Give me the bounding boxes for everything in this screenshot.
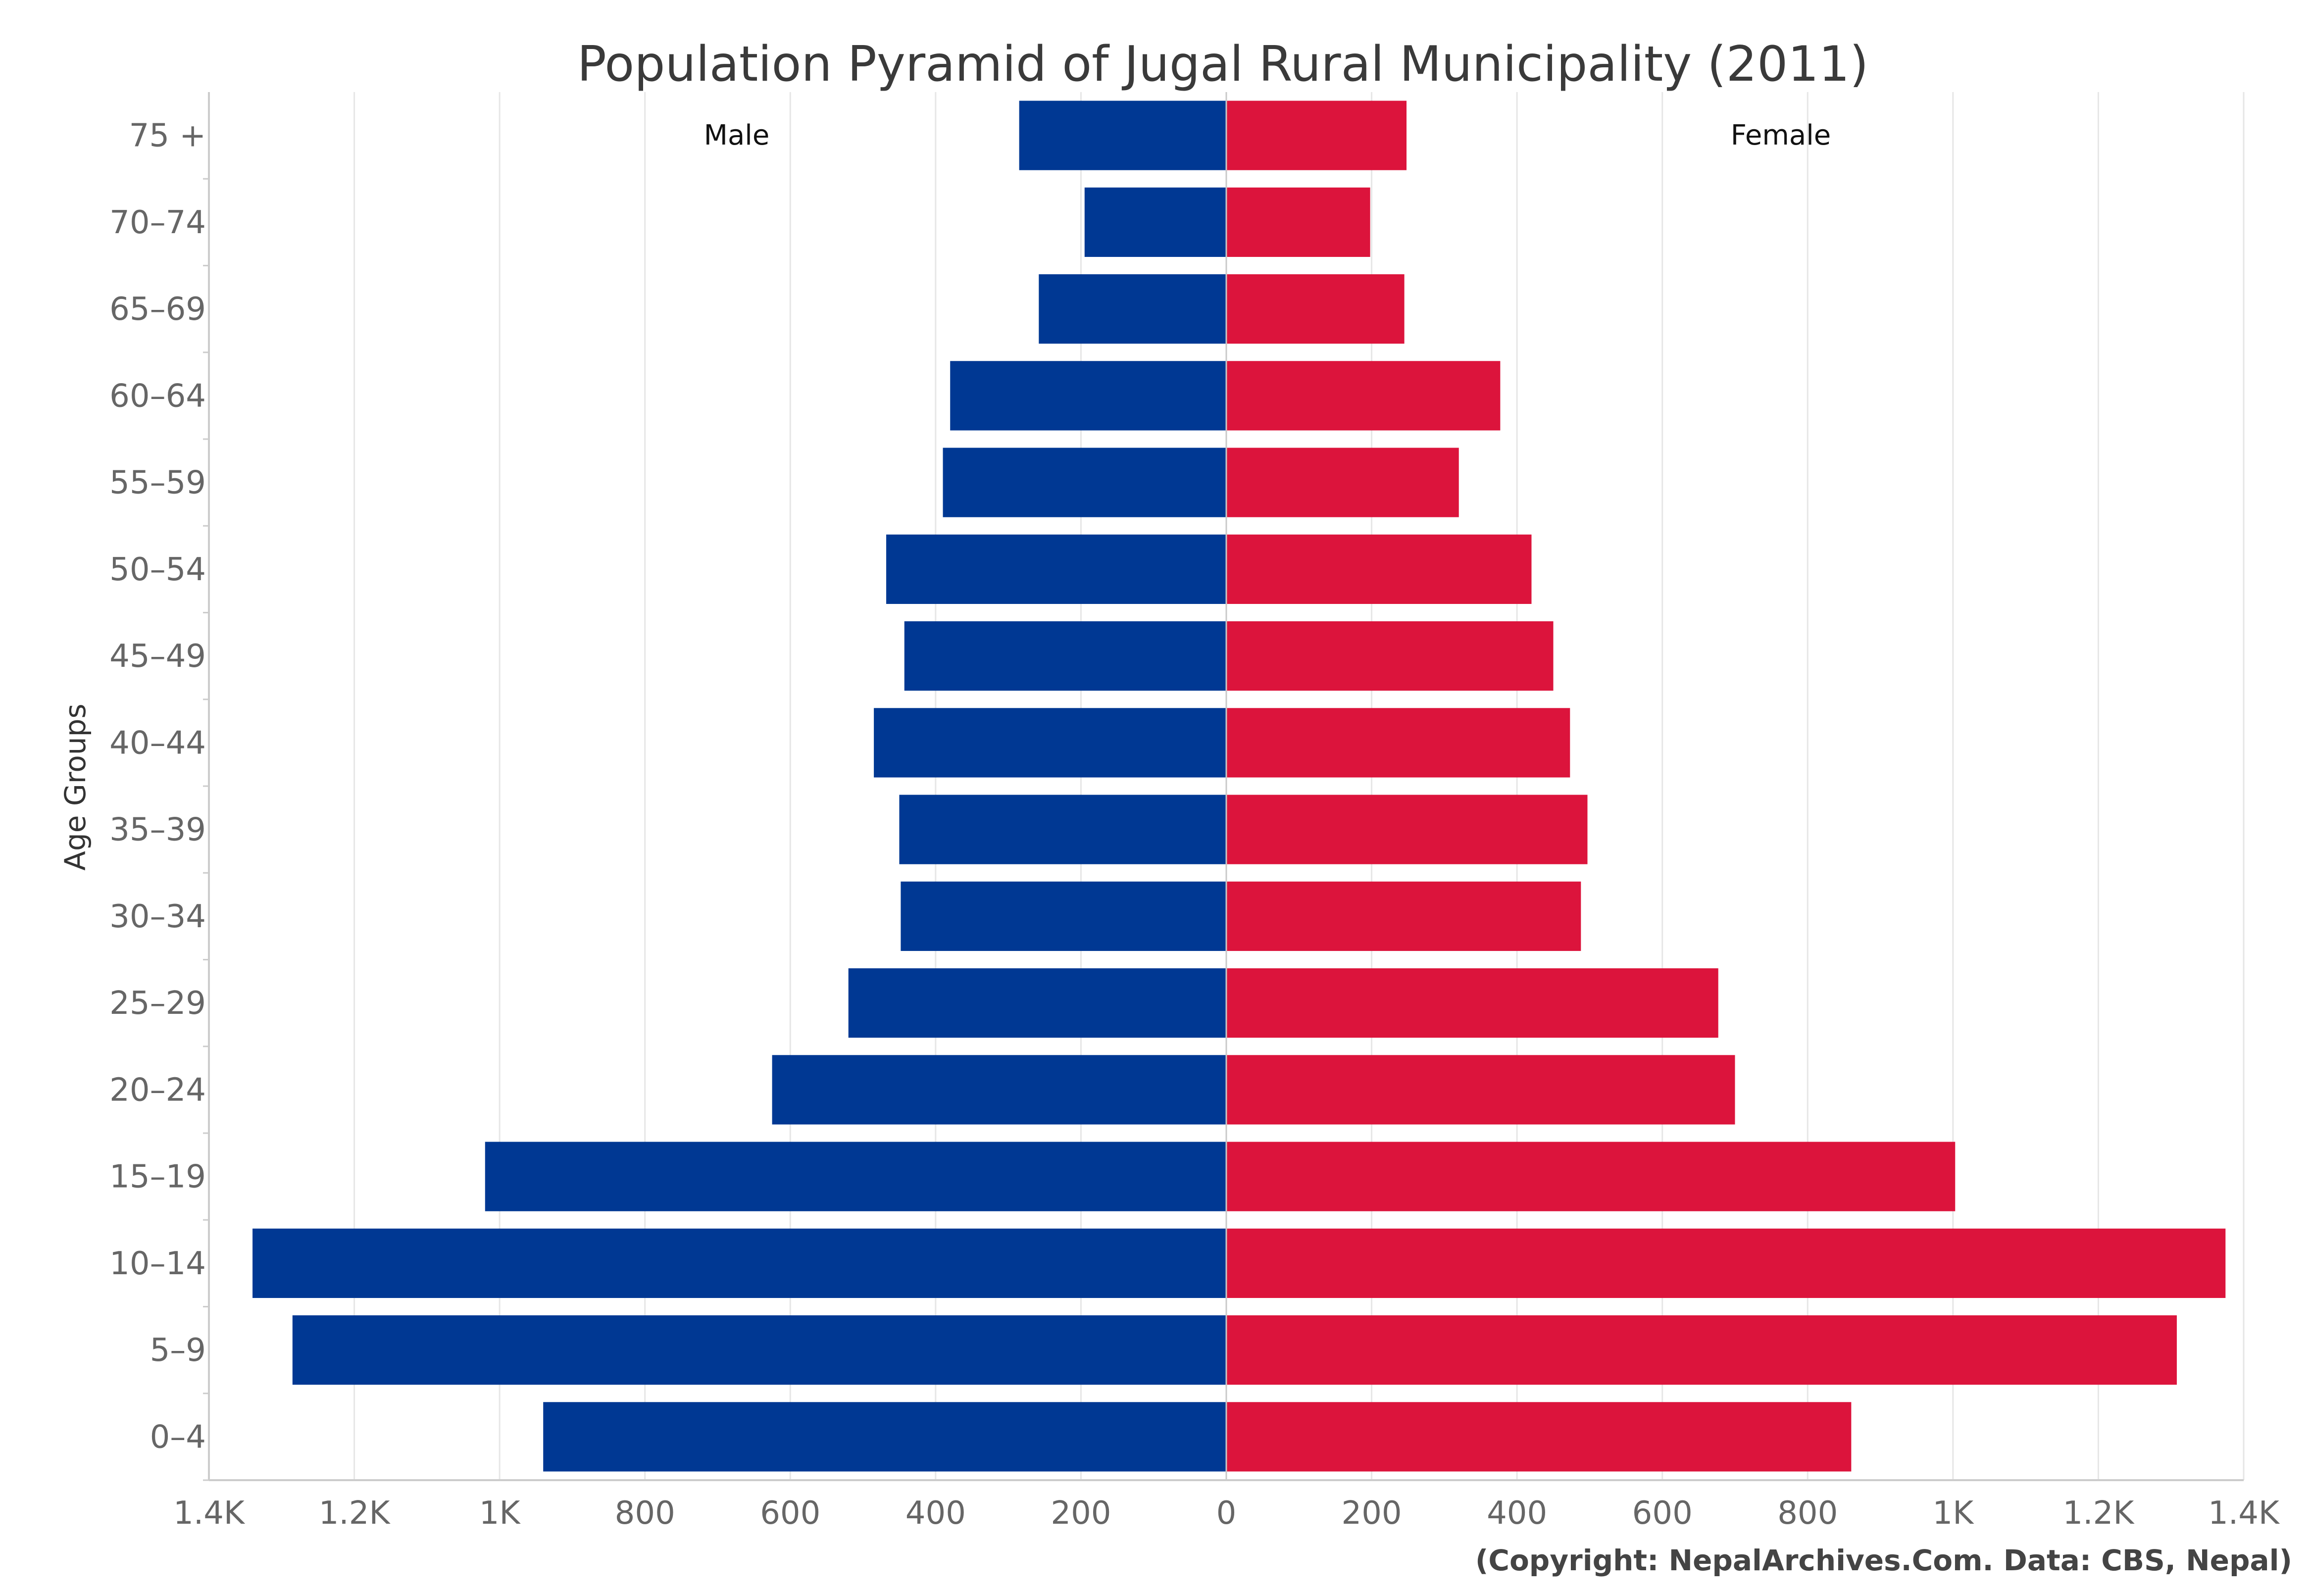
bar-female-60-64: [1226, 361, 1501, 431]
bar-male-45-49: [904, 621, 1226, 691]
y-tick-label: 45–49: [109, 638, 206, 675]
chart-credit: (Copyright: NepalArchives.Com. Data: CBS…: [1475, 1544, 2292, 1577]
y-tick-label: 0–4: [150, 1419, 206, 1455]
bar-male-50-54: [886, 534, 1226, 604]
y-tick-label: 20–24: [109, 1072, 206, 1108]
y-tick-label: 70–74: [109, 204, 206, 241]
bar-male-40-44: [874, 708, 1226, 778]
bar-female-35-39: [1226, 795, 1588, 864]
y-tick-label: 55–59: [109, 465, 206, 501]
bar-male-75 +: [1019, 100, 1226, 170]
y-tick-label: 35–39: [109, 812, 206, 848]
x-tick-label: 1K: [1933, 1495, 1975, 1532]
bar-female-65-69: [1226, 274, 1405, 344]
bar-male-35-39: [899, 795, 1226, 864]
bar-male-25-29: [848, 968, 1226, 1038]
y-tick-label: 30–34: [109, 898, 206, 935]
y-tick-label: 5–9: [150, 1332, 206, 1369]
bar-male-15-19: [485, 1142, 1227, 1211]
y-tick-label: 60–64: [109, 378, 206, 414]
x-tick-label: 400: [1487, 1495, 1547, 1532]
bar-female-30-34: [1226, 881, 1581, 951]
y-tick-label: 50–54: [109, 551, 206, 588]
x-tick-label: 1.4K: [173, 1495, 246, 1532]
y-tick-label: 25–29: [109, 985, 206, 1022]
x-tick-label: 1.2K: [319, 1495, 391, 1532]
bar-male-30-34: [901, 881, 1226, 951]
bar-female-5-9: [1226, 1315, 2177, 1385]
x-tick-label: 1.4K: [2208, 1495, 2280, 1532]
bar-female-50-54: [1226, 534, 1532, 604]
y-tick-label: 40–44: [109, 725, 206, 761]
bar-male-20-24: [772, 1055, 1226, 1125]
bar-female-15-19: [1226, 1142, 1956, 1211]
bar-male-0-4: [543, 1402, 1226, 1472]
bar-female-45-49: [1226, 621, 1554, 691]
y-tick-label: 15–19: [109, 1159, 206, 1196]
bar-female-70-74: [1226, 187, 1370, 257]
bar-female-75 +: [1226, 100, 1407, 170]
bar-male-5-9: [292, 1315, 1226, 1385]
bar-female-10-14: [1226, 1228, 2226, 1298]
series-label-female: Female: [1731, 119, 1831, 151]
x-tick-label: 200: [1341, 1495, 1402, 1532]
x-tick-label: 400: [905, 1495, 966, 1532]
x-tick-label: 800: [615, 1495, 675, 1532]
bars: [252, 92, 2226, 1480]
x-tick-label: 600: [1632, 1495, 1693, 1532]
x-tick-label: 1.2K: [2063, 1495, 2135, 1532]
x-tick-label: 0: [1216, 1495, 1237, 1532]
x-tick-label: 800: [1777, 1495, 1838, 1532]
x-tick-label: 600: [760, 1495, 820, 1532]
bar-male-10-14: [252, 1228, 1227, 1298]
chart-title: Population Pyramid of Jugal Rural Munici…: [577, 36, 1869, 93]
x-tick-label: 200: [1051, 1495, 1111, 1532]
y-axis-title: Age Groups: [58, 703, 92, 870]
bar-female-55-59: [1226, 448, 1459, 517]
bar-male-70-74: [1084, 187, 1226, 257]
bar-female-0-4: [1226, 1402, 1852, 1472]
bar-female-20-24: [1226, 1055, 1735, 1125]
bar-male-55-59: [943, 448, 1226, 517]
bar-male-65-69: [1039, 274, 1226, 344]
y-tick-label: 10–14: [109, 1246, 206, 1282]
bar-male-60-64: [950, 361, 1226, 431]
bar-female-25-29: [1226, 968, 1718, 1038]
bar-female-40-44: [1226, 708, 1570, 778]
x-tick-label: 1K: [479, 1495, 521, 1532]
axes: 1.4K 1.2K 1K 800 600 400 200 0 200 400 600 800 1K 1.2…: [109, 92, 2280, 1532]
y-tick-label: 65–69: [109, 291, 206, 328]
y-tick-label: 75 +: [129, 118, 206, 154]
series-label-male: Male: [704, 119, 770, 151]
